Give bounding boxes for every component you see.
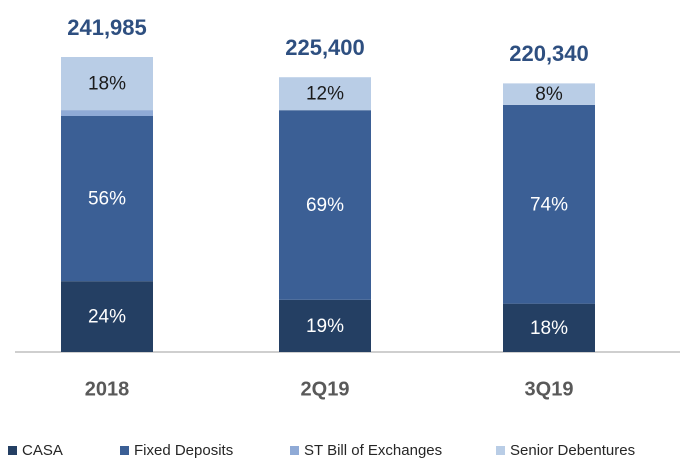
data-label: 69%	[306, 195, 344, 216]
bar-segment	[61, 281, 153, 352]
data-label: 19%	[306, 316, 344, 337]
bar-segment	[279, 299, 371, 352]
legend-swatch	[290, 446, 299, 455]
bar-segment	[61, 57, 153, 111]
data-label: 56%	[88, 189, 126, 210]
bar-segment	[503, 83, 595, 105]
data-label: 74%	[530, 194, 568, 215]
legend-label: ST Bill of Exchanges	[304, 442, 442, 459]
data-label: 18%	[530, 318, 568, 339]
x-tick-label: 2018	[85, 378, 130, 400]
data-label: 18%	[88, 74, 126, 95]
bar-segment	[503, 303, 595, 352]
total-label: 225,400	[285, 35, 365, 60]
x-tick-label: 3Q19	[525, 378, 574, 400]
bar-segment	[61, 116, 153, 282]
legend-label: Senior Debentures	[510, 442, 635, 459]
bar-segment	[279, 77, 371, 111]
bar-segment	[279, 110, 371, 300]
legend-label: CASA	[22, 442, 63, 459]
bar-segment	[61, 110, 153, 116]
total-label: 220,340	[509, 41, 589, 66]
data-label: 8%	[535, 84, 563, 105]
data-label: 24%	[88, 307, 126, 328]
x-tick-label: 2Q19	[301, 378, 350, 400]
bar-segment	[503, 104, 595, 304]
data-label: 12%	[306, 84, 344, 105]
total-label: 241,985	[67, 15, 147, 40]
legend-swatch	[496, 446, 505, 455]
legend-label: Fixed Deposits	[134, 442, 233, 459]
legend-swatch	[120, 446, 129, 455]
legend-swatch	[8, 446, 17, 455]
